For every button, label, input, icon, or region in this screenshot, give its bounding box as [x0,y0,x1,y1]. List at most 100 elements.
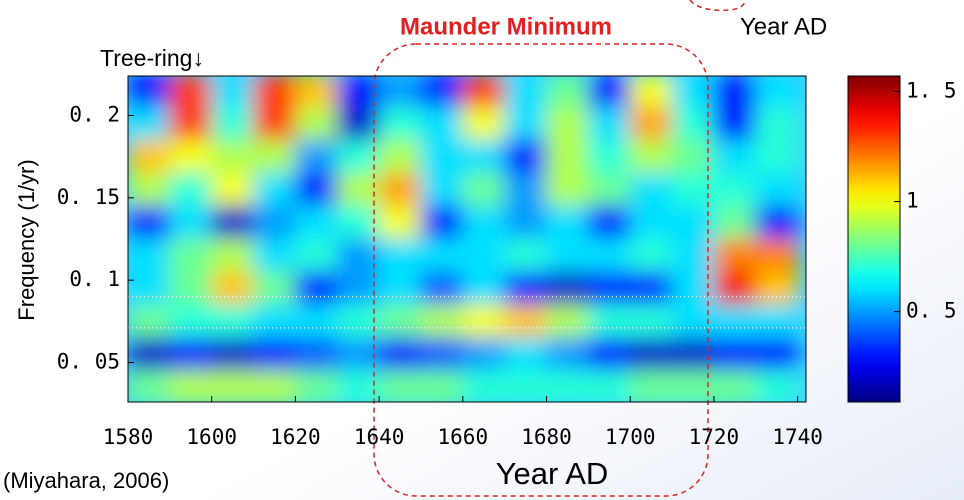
heat-cell [629,205,673,240]
heat-cell [546,106,589,141]
heat-cell [504,337,548,372]
heat-cell [629,238,673,273]
heat-cell [587,139,631,174]
heat-cell [336,76,380,108]
heat-cell [211,337,255,372]
heat-cell [587,106,631,141]
heat-cell [462,370,506,402]
heat-cell [504,304,548,339]
chart-title: Maunder Minimum [400,13,612,40]
heat-cell [420,205,464,240]
heat-cell [462,271,506,306]
heat-cell [253,106,296,141]
heat-cell [504,76,548,108]
heat-cell [128,106,171,141]
heat-cell [128,76,171,108]
y-tick-label: 0. 15 [57,185,120,209]
heat-cell [629,370,673,402]
x-tick-label: 1600 [186,425,237,449]
heat-cell [420,271,464,306]
heat-cell [211,238,255,273]
heat-cell [546,370,589,402]
heat-cell [378,76,422,108]
heat-cell [336,370,380,402]
heat-cell [253,139,296,174]
heat-cell [713,271,757,306]
heat-cell [336,337,380,372]
heat-cell [462,106,506,141]
heat-cell [378,337,422,372]
heat-cell [587,271,631,306]
heat-cell [462,304,506,339]
heat-cell [755,139,799,174]
heat-cell [755,370,799,402]
heat-cell [462,76,506,108]
heat-cell [462,337,506,372]
annotation: Year AD [740,13,827,40]
x-tick-label: 1640 [354,425,405,449]
heat-cell [294,304,338,339]
heat-cell [211,304,255,339]
heat-cell [629,172,673,207]
heat-cell [504,172,548,207]
heat-cell [462,238,506,273]
maunder-box [373,43,709,497]
heat-cell [211,205,255,240]
dashed-outline [689,0,746,12]
heat-cell [587,172,631,207]
heat-cell [755,76,799,108]
x-tick-label: 1620 [270,425,321,449]
heat-cell [169,205,213,240]
heat-cell [420,370,464,402]
heat-cell [713,139,757,174]
heat-cell [629,106,673,141]
y-tick-label: 0. 05 [57,349,120,373]
heat-cell [211,76,255,108]
heat-cell [713,76,757,108]
heat-cell [378,304,422,339]
annotation: Tree-ring↓ [100,45,204,71]
heat-cell [128,271,171,306]
heat-cell [629,337,673,372]
heat-cell [546,139,589,174]
heat-cell [420,106,464,141]
heat-cell [546,238,589,273]
heat-cell [128,205,171,240]
heat-cell [336,106,380,141]
heat-cell [128,337,171,372]
heat-cell [629,139,673,174]
heat-cell [211,172,255,207]
heat-cell [713,238,757,273]
heat-cell [294,106,338,141]
heat-cell [294,139,338,174]
heat-cell [504,106,548,141]
heat-cell [546,271,589,306]
heat-cell [336,304,380,339]
heat-cell [211,106,255,141]
heat-cell [755,205,799,240]
y-axis-label: Frequency (1/yr) [14,159,39,320]
heat-cell [713,370,757,402]
heat-cell [253,76,296,108]
heat-cell [336,271,380,306]
x-tick-label: 1680 [521,425,572,449]
heat-cell [378,139,422,174]
heat-cell [378,106,422,141]
heat-cell [253,370,296,402]
heat-cell [169,139,213,174]
heat-cell [629,304,673,339]
heat-cell [546,304,589,339]
heat-cell [169,172,213,207]
heat-cell [336,172,380,207]
x-tick-label: 1740 [772,425,823,449]
heat-cell [755,106,799,141]
annotation: (Miyahara, 2006) [3,468,169,493]
heat-cell [546,205,589,240]
heat-cell [294,370,338,402]
colorbar-tick-label: 1 [906,189,919,213]
heat-cell [211,139,255,174]
heat-cell [128,238,171,273]
x-tick-label: 1700 [605,425,656,449]
heat-cell [253,337,296,372]
heat-cell [587,304,631,339]
